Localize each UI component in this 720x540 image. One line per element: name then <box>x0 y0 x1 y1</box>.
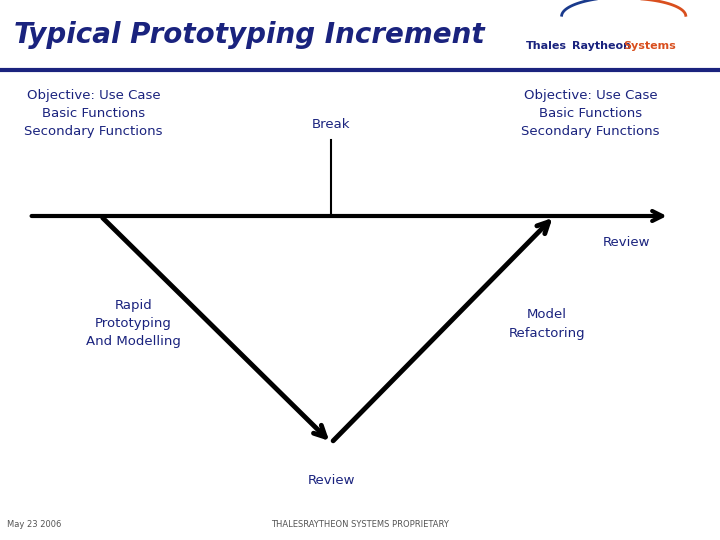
Text: Break: Break <box>312 118 351 131</box>
Text: THALESRAYTHEON SYSTEMS PROPRIETARY: THALESRAYTHEON SYSTEMS PROPRIETARY <box>271 520 449 529</box>
Text: Objective: Use Case
Basic Functions
Secondary Functions: Objective: Use Case Basic Functions Seco… <box>24 89 163 138</box>
Text: Objective: Use Case
Basic Functions
Secondary Functions: Objective: Use Case Basic Functions Seco… <box>521 89 660 138</box>
Text: Raytheon: Raytheon <box>572 41 631 51</box>
Text: Review: Review <box>307 474 355 487</box>
Text: Review: Review <box>603 237 650 249</box>
Text: May 23 2006: May 23 2006 <box>7 520 62 529</box>
Text: Systems: Systems <box>623 41 675 51</box>
Text: Rapid
Prototyping
And Modelling: Rapid Prototyping And Modelling <box>86 300 181 348</box>
Text: Typical Prototyping Increment: Typical Prototyping Increment <box>14 21 485 49</box>
Text: Model
Refactoring: Model Refactoring <box>509 308 585 340</box>
Text: Thales: Thales <box>526 41 567 51</box>
